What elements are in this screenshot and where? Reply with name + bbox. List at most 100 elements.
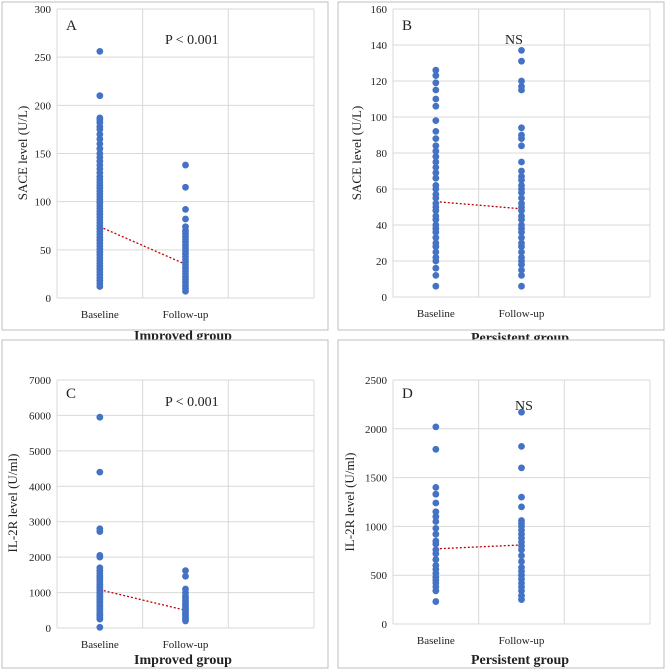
series-baseline [96, 413, 104, 631]
data-point [432, 79, 440, 87]
p-value-annotation: P < 0.001 [165, 395, 219, 410]
panel-c: 0 1000 2000 3000 4000 5000 6000 7000 Baseline Fol… [1, 339, 329, 669]
data-point [432, 72, 440, 79]
data-point [518, 558, 525, 565]
y-tick-label: 120 [371, 76, 388, 88]
data-point [518, 503, 525, 511]
data-point [96, 615, 104, 623]
y-tick-label: 500 [371, 570, 388, 582]
data-point [96, 140, 104, 148]
x-tick-label: Baseline [81, 309, 119, 321]
data-point [518, 57, 525, 65]
data-point [518, 47, 525, 54]
panel-letter: B [402, 18, 412, 34]
panel-a: 0 50 100 150 200 250 300 Baseline Follow-up SACE … [1, 1, 329, 344]
data-point [96, 553, 104, 561]
data-point [518, 552, 525, 560]
data-point [518, 408, 525, 416]
panel-letter: A [66, 18, 77, 34]
data-point [96, 283, 104, 290]
data-point [432, 282, 440, 290]
data-point [432, 445, 440, 453]
data-point [518, 176, 525, 184]
data-point [432, 158, 440, 166]
y-tick-label: 1000 [29, 588, 52, 600]
data-point [518, 493, 525, 501]
data-point [432, 86, 440, 94]
y-tick-label: 0 [382, 619, 388, 631]
data-point [432, 257, 440, 265]
y-axis-label: IL-2R level (U/ml) [342, 453, 357, 552]
y-tick-label: 100 [35, 197, 52, 209]
data-point [518, 464, 525, 472]
data-point [518, 207, 525, 215]
panel-d: 0 500 1000 1500 2000 2500 Baseline Follow-up IL-… [337, 339, 665, 669]
data-point [96, 528, 104, 536]
data-point [432, 513, 440, 521]
data-point [96, 413, 104, 421]
data-point [432, 524, 440, 532]
data-point [432, 153, 440, 161]
data-point [432, 234, 440, 242]
data-point [96, 130, 104, 138]
p-value-annotation: NS [505, 33, 523, 48]
x-tick-label: Baseline [417, 635, 455, 647]
data-point [518, 596, 525, 603]
x-tick-label: Baseline [81, 639, 119, 651]
y-tick-label: 150 [35, 149, 52, 161]
data-point [432, 127, 440, 135]
y-tick-label: 0 [382, 292, 388, 304]
data-point [432, 556, 440, 563]
data-point [518, 261, 525, 268]
data-point [518, 587, 525, 595]
y-tick-label: 80 [376, 148, 388, 160]
y-tick-label: 100 [371, 112, 388, 124]
data-point [518, 77, 525, 85]
data-point [518, 266, 525, 274]
x-tick-label: Baseline [417, 308, 455, 320]
data-point [182, 205, 189, 213]
y-tick-label: 60 [376, 184, 388, 196]
data-point [96, 145, 104, 153]
data-point [518, 248, 525, 256]
y-tick-label: 250 [35, 52, 52, 64]
y-tick-label: 1500 [365, 473, 388, 485]
panel-frame [337, 1, 665, 331]
data-point [432, 530, 440, 538]
data-point [432, 169, 440, 177]
series-follow-up [518, 47, 525, 290]
y-tick-label: 5000 [29, 446, 52, 458]
data-point [518, 546, 525, 554]
data-point [432, 550, 440, 558]
series-follow-up [182, 567, 189, 625]
series-baseline [432, 66, 440, 290]
y-tick-label: 2500 [365, 375, 388, 387]
data-point [432, 147, 440, 155]
p-value-annotation: P < 0.001 [165, 33, 219, 48]
data-point [96, 126, 104, 133]
data-point [432, 164, 440, 171]
y-tick-label: 160 [371, 4, 388, 16]
data-point [432, 499, 440, 507]
y-tick-label: 140 [371, 40, 388, 52]
data-point [518, 282, 525, 290]
data-point [432, 185, 440, 193]
data-point [432, 264, 440, 272]
data-point [518, 272, 525, 279]
data-point [518, 216, 525, 224]
data-point [432, 508, 440, 516]
y-tick-label: 2000 [29, 552, 52, 564]
data-point [518, 158, 525, 166]
y-axis-label: SACE level (U/L) [15, 106, 30, 201]
data-point [518, 135, 525, 143]
data-point [432, 135, 440, 143]
panel-letter: D [402, 386, 413, 402]
y-tick-label: 1000 [365, 521, 388, 533]
y-tick-label: 3000 [29, 517, 52, 529]
data-point [432, 598, 440, 605]
x-axis-title: Improved group [134, 653, 232, 668]
data-point [432, 272, 440, 279]
data-point [518, 442, 525, 450]
data-point [432, 423, 440, 431]
data-point [518, 189, 525, 197]
